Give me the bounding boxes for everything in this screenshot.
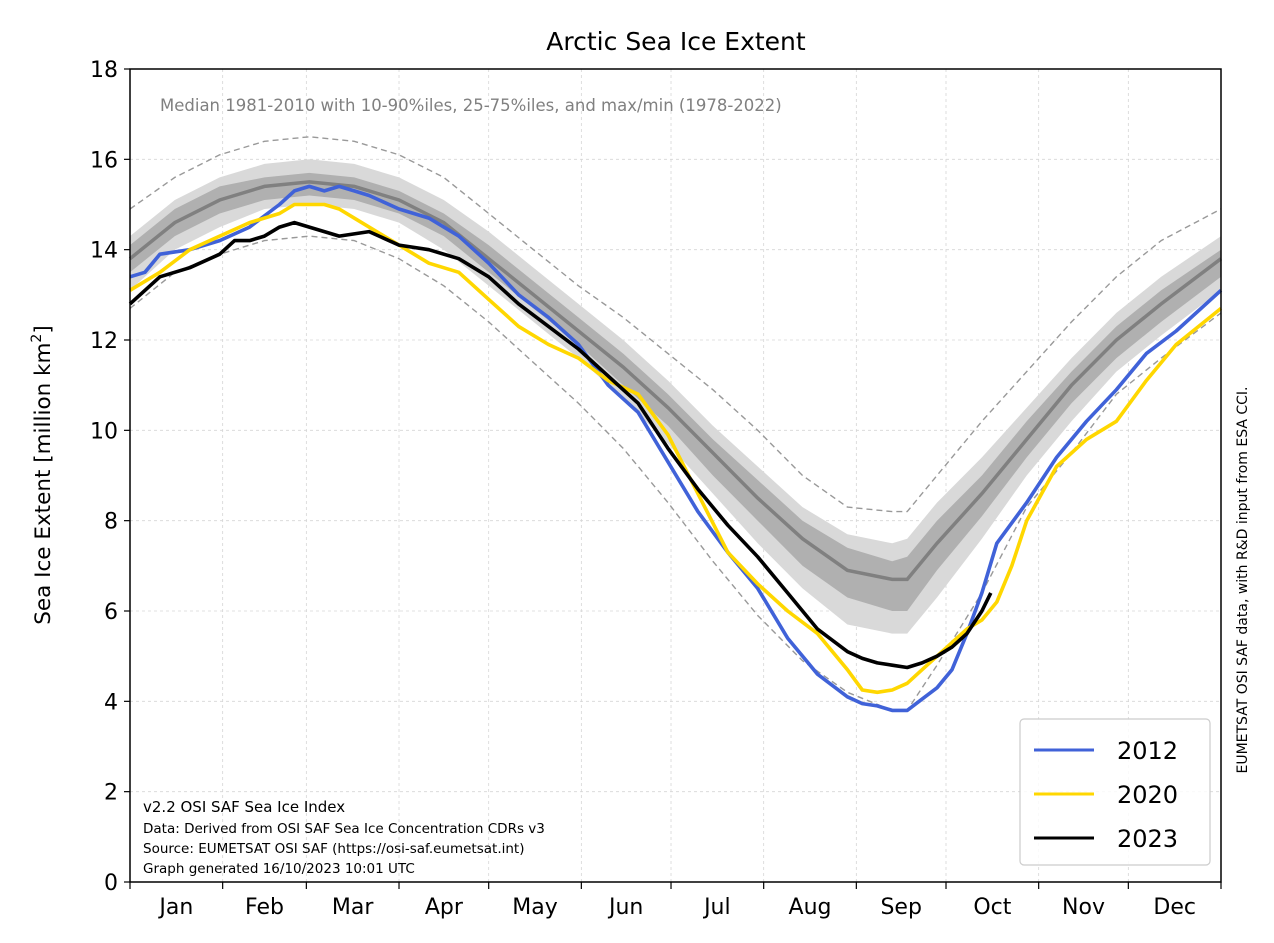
chart-subtitle: Median 1981-2010 with 10-90%iles, 25-75%… <box>160 96 782 115</box>
x-tick-label: Apr <box>425 895 464 920</box>
y-tick-label: 2 <box>104 781 118 806</box>
legend-label-2023: 2023 <box>1117 825 1178 853</box>
y-axis-label-main: Sea Ice Extent [million km <box>31 343 56 625</box>
legend: 2012 2020 2023 <box>1019 718 1211 866</box>
x-tick-label: Nov <box>1062 895 1105 920</box>
footnote: v2.2 OSI SAF Sea Ice Index Data: Derived… <box>143 798 545 877</box>
x-tick-label: Jun <box>607 895 643 920</box>
y-axis-label: Sea Ice Extent [million km2] <box>29 325 56 625</box>
climatology-bands <box>128 136 1223 712</box>
x-tick-label: Dec <box>1153 895 1196 920</box>
footnote-line-1: v2.2 OSI SAF Sea Ice Index <box>143 798 345 816</box>
y-tick-label: 6 <box>104 600 118 625</box>
y-axis-label-sup: 2 <box>29 334 45 343</box>
grid <box>130 69 1221 882</box>
legend-label-2020: 2020 <box>1117 781 1178 809</box>
y-tick-label: 18 <box>90 58 118 83</box>
x-tick-label: Jul <box>702 895 731 920</box>
y-tick-label: 8 <box>104 510 118 535</box>
x-tick-label: Oct <box>973 895 1011 920</box>
x-tick-label: Aug <box>789 895 832 920</box>
median-line <box>128 180 1223 582</box>
x-tick-label: Sep <box>880 895 921 920</box>
y-tick-label: 0 <box>104 871 118 896</box>
y-tick-label: 10 <box>90 419 118 444</box>
x-tick-label: May <box>512 895 557 920</box>
y-tick-label: 4 <box>104 690 118 715</box>
series-line-2020 <box>129 202 1223 695</box>
y-tick-label: 14 <box>90 239 118 264</box>
footnote-line-2: Data: Derived from OSI SAF Sea Ice Conce… <box>143 821 545 837</box>
y-tick-label: 12 <box>90 329 118 354</box>
legend-label-2012: 2012 <box>1117 737 1178 765</box>
x-tick-label: Jan <box>157 895 193 920</box>
plot-frame <box>129 68 1222 883</box>
footnote-line-4: Graph generated 16/10/2023 10:01 UTC <box>143 861 415 877</box>
y-axis-label-end: ] <box>31 325 56 333</box>
series-line-2012 <box>129 184 1223 713</box>
y-tick-label: 16 <box>90 148 118 173</box>
x-tick-label: Feb <box>245 895 284 920</box>
footnote-line-3: Source: EUMETSAT OSI SAF (https://osi-sa… <box>143 841 524 857</box>
series-lines <box>128 184 1223 713</box>
data-source-label: EUMETSAT OSI SAF data, with R&D input fr… <box>1235 386 1251 773</box>
legend-box <box>1019 718 1211 866</box>
x-tick-label: Mar <box>332 895 374 920</box>
chart-title: Arctic Sea Ice Extent <box>546 27 806 56</box>
min-line <box>129 235 1222 712</box>
axes: 0 2 4 6 8 10 12 14 16 18 Jan Feb Mar Apr May Jun Jul Aug S… <box>90 58 1222 920</box>
series-line-2023 <box>128 220 993 670</box>
max-line <box>129 136 1222 513</box>
